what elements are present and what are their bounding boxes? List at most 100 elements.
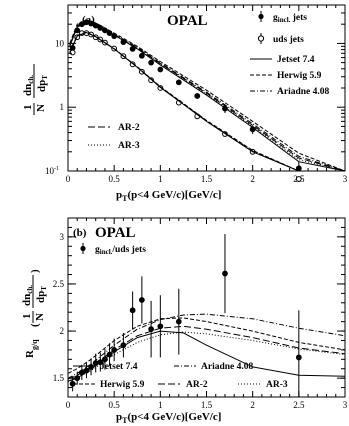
panel-a-legend: gincl. jets uds jets Jetset 7.4 Herwig 5… xyxy=(88,11,330,151)
ylabel-b-one: 1 xyxy=(21,314,33,320)
b-xtick-label-3: 1.5 xyxy=(201,400,213,410)
legend-g-text: g xyxy=(273,13,278,23)
legend-g-sub: incl. xyxy=(278,16,291,24)
legend-ariadne-text: Ariadne 4.08 xyxy=(277,87,330,97)
a-series-g-incl-jets-point-12 xyxy=(138,52,145,59)
legend-b-jetset-text: Jetset 7.4 xyxy=(100,362,138,372)
b-xtick-label-2: 1 xyxy=(158,400,163,410)
legend-b-ariadne-text: Ariadne 4.08 xyxy=(201,362,254,372)
svg-text:dnch.: dnch. xyxy=(22,75,35,96)
b-xtick-label-0: 0 xyxy=(66,400,71,410)
ylabel-b-den-sub: T xyxy=(40,286,48,291)
panel-a-plot-area xyxy=(69,19,346,182)
ylabel-b-num: dn xyxy=(21,294,33,306)
legend-uds-text: uds jets xyxy=(273,35,304,45)
panel-b-ticks: 0 0.5 1 1.5 2 2.5 3 1.5 2 2.5 3 xyxy=(53,217,348,410)
a-xtick-label-5: 2.5 xyxy=(293,174,305,184)
legend-open-circle-marker xyxy=(257,35,265,42)
b-ytick-label-2: 2.5 xyxy=(53,279,65,289)
b-series-g-incl-uds-jets-point-16 xyxy=(222,270,228,277)
ylabel-b-N: N xyxy=(34,313,46,321)
b-xtick-label-5: 2.5 xyxy=(293,400,305,410)
svg-text:gincl. jets: gincl. jets xyxy=(273,13,307,24)
b-ytick-label-0: 1.5 xyxy=(53,373,65,383)
a-series-uds-jets-point-18 xyxy=(295,176,302,182)
b-series-g-incl-uds-jets-point-12 xyxy=(138,297,145,303)
legend-b-herwig-text: Herwig 5.9 xyxy=(100,380,145,390)
b-xtick-label-1: 0.5 xyxy=(109,400,121,410)
legend-uds-jets: uds jets xyxy=(257,33,304,45)
panel-b-label: (b) xyxy=(73,227,87,239)
b-series-g-incl-uds-jets-point-15 xyxy=(175,318,182,325)
legend-jetset: Jetset 7.4 xyxy=(250,55,315,65)
panel-b-plot-area xyxy=(67,234,346,397)
b-series-ariadne-4-08-line xyxy=(67,313,346,379)
legend-b-ar3-text: AR-3 xyxy=(266,380,288,390)
ylabel-b-den: dp xyxy=(35,291,47,303)
a-xtick-label-0: 0 xyxy=(66,174,71,184)
ylabel-b-lparen: ( xyxy=(29,323,41,327)
legend-b-ariadne: Ariadne 4.08 xyxy=(174,362,254,372)
panel-a-experiment: OPAL xyxy=(167,13,208,29)
legend-ar2: AR-2 xyxy=(88,123,140,133)
a-xtick-label-6: 3 xyxy=(343,174,348,184)
legend-b-ar2: AR-2 xyxy=(158,380,208,390)
svg-text:gincl./uds jets: gincl./uds jets xyxy=(95,245,146,256)
legend-b-ar3: AR-3 xyxy=(238,380,288,390)
legend-b-ar2-text: AR-2 xyxy=(186,380,208,390)
b-series-g-incl-uds-jets-point-14 xyxy=(157,323,164,330)
ylabel-a-one: 1 xyxy=(22,105,34,111)
legend-herwig: Herwig 5.9 xyxy=(250,71,322,81)
a-xtick-label-3: 1.5 xyxy=(201,174,213,184)
a-xtick-label-1: 0.5 xyxy=(109,174,121,184)
panel-b: 0 0.5 1 1.5 2 2.5 3 1.5 2 2.5 3 (b) OPAL gincl./ud… xyxy=(21,217,348,425)
b-xtick-label-6: 3 xyxy=(343,400,348,410)
panel-a-label: (a) xyxy=(82,14,95,26)
a-series-g-incl-jets-point-15 xyxy=(175,79,182,86)
a-series-jetset-7-4-uds-line xyxy=(69,31,345,172)
legend-b-herwig: Herwig 5.9 xyxy=(73,380,145,390)
ylabel-a-num-sub: ch. xyxy=(27,75,35,84)
legend-g-rest: jets xyxy=(290,13,307,23)
panel-a: 0 0.5 1 1.5 2 2.5 3 10-1 1 10 (a) OPAL gincl. jet… xyxy=(22,4,348,203)
a-ytick-label-0: 10-1 xyxy=(45,166,59,176)
panel-b-legend-bottom: Jetset 7.4 Ariadne 4.08 Herwig 5.9 AR-2 … xyxy=(73,362,288,390)
panel-b-legend-top: gincl./uds jets xyxy=(80,243,146,256)
legend-jetset-text: Jetset 7.4 xyxy=(277,55,315,65)
legend-filled-circle-marker xyxy=(258,13,264,20)
ylabel-a-num: dn xyxy=(22,84,34,96)
a-series-ariadne-4-08-uds-line xyxy=(69,31,345,172)
ylabel-b-num-sub: ch. xyxy=(26,285,34,294)
a-series-ar-2-g-line xyxy=(69,21,346,172)
ylabel-a-den-sub: T xyxy=(41,75,49,80)
a-ytick-label-2: 10 xyxy=(55,38,65,48)
b-ytick-label-3: 3 xyxy=(60,232,65,242)
panel-b-xlabel: pT(p<4 GeV/c)[GeV/c] xyxy=(116,411,221,425)
b-series-g-incl-uds-jets-point-11 xyxy=(129,307,136,314)
svg-text:dnch.: dnch. xyxy=(21,285,34,306)
legend-b-rest: /uds jets xyxy=(111,245,146,255)
svg-text:dpT: dpT xyxy=(35,286,48,303)
legend-b-sub: incl. xyxy=(100,248,113,256)
a-series-herwig-5-9-g-line xyxy=(69,20,346,172)
a-series-g-incl-jets-point-13 xyxy=(148,59,155,66)
b-series-g-incl-uds-jets-point-17 xyxy=(295,354,302,361)
b-xtick-label-4: 2 xyxy=(250,400,255,410)
legend-ar2-text: AR-2 xyxy=(118,123,140,133)
panel-a-xlabel: pT(p<4 GeV/c)[GeV/c] xyxy=(116,189,221,203)
legend-g-incl-jets: gincl. jets xyxy=(258,11,307,24)
panel-b-experiment: OPAL xyxy=(95,225,136,241)
b-series-ar-2-line xyxy=(67,325,346,380)
a-series-ar-3-g-line xyxy=(69,21,346,172)
a-series-g-incl-jets-point-14 xyxy=(157,66,164,73)
a-series-ariadne-4-08-g-line xyxy=(69,21,346,172)
panel-b-ylabel: Rg/q ( 1 N dnch. dpT ) xyxy=(21,269,48,358)
panel-a-ylabel: 1 N dnch. dpT xyxy=(22,64,49,115)
a-ytick-label-1: 1 xyxy=(60,102,65,112)
b-series-jetset-7-4-line xyxy=(67,330,346,382)
panel-a-ticks: 0 0.5 1 1.5 2 2.5 3 10-1 1 10 xyxy=(45,4,348,184)
a-series-herwig-5-9-uds-line xyxy=(69,31,345,172)
ylabel-a-N: N xyxy=(35,104,47,112)
b-ytick-label-1: 2 xyxy=(60,326,65,336)
